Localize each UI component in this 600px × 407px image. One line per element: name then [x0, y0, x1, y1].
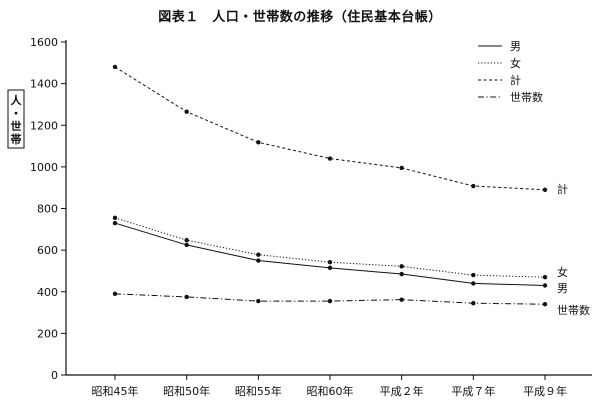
data-point — [256, 252, 261, 257]
data-point — [399, 165, 404, 171]
data-point — [184, 294, 189, 300]
y-tick-label: 1200 — [30, 119, 58, 132]
chart-title: 図表１ 人口・世帯数の推移（住民基本台帳） — [158, 10, 442, 25]
data-point — [256, 298, 261, 304]
data-point — [399, 297, 404, 302]
x-tick-label: 昭和55年 — [235, 384, 282, 398]
y-tick-label: 200 — [37, 327, 58, 340]
data-point — [112, 64, 118, 70]
data-point — [542, 187, 548, 192]
data-point — [399, 264, 404, 269]
x-ticks: 昭和45年 昭和50年 昭和55年 昭和60年 平成２年 平成７年 平成９年 — [92, 375, 567, 398]
data-point — [471, 272, 476, 278]
data-point — [542, 274, 548, 280]
legend-label: 計 — [510, 73, 521, 87]
data-point — [542, 302, 548, 307]
series-line-solid — [114, 222, 546, 287]
axes — [65, 40, 592, 376]
data-point — [184, 109, 189, 114]
data-point — [327, 298, 333, 304]
y-axis-label-char: 世 — [11, 119, 22, 133]
data-point — [542, 283, 548, 288]
y-tick-label: 800 — [37, 203, 58, 216]
x-tick-label: 平成２年 — [380, 384, 424, 398]
data-point — [471, 183, 476, 189]
x-tick-label: 平成７年 — [451, 384, 495, 398]
data-point — [184, 242, 189, 248]
x-tick-label: 平成９年 — [523, 384, 567, 398]
series-end-label: 男 — [557, 282, 568, 295]
data-point — [256, 140, 261, 145]
data-point — [184, 237, 189, 243]
data-point — [327, 156, 333, 161]
data-point — [471, 300, 476, 306]
data-point — [399, 271, 404, 277]
y-tick-label: 1400 — [30, 78, 58, 91]
data-point — [471, 281, 476, 286]
data-point — [327, 259, 333, 265]
legend-label: 男 — [510, 40, 521, 53]
legend-label: 世帯数 — [510, 91, 543, 104]
y-axis-label-char: 人 — [11, 93, 23, 107]
legend-label: 女 — [510, 56, 521, 70]
y-tick-label: 600 — [37, 244, 58, 257]
y-tick-label: 0 — [51, 369, 58, 382]
x-tick-label: 昭和45年 — [92, 384, 139, 398]
y-tick-label: 1600 — [30, 36, 58, 49]
series-lines — [112, 64, 548, 307]
y-tick-label: 400 — [37, 286, 58, 299]
data-point — [256, 258, 261, 263]
series-end-label: 女 — [557, 265, 568, 279]
y-tick-label: 1000 — [30, 161, 58, 174]
data-point — [327, 265, 333, 271]
y-axis-label-char: ・ — [11, 107, 22, 120]
y-ticks: 0 200 400 600 800 1000 1200 1400 1600 — [30, 36, 66, 382]
series-line-dashed — [114, 66, 546, 191]
series-end-label: 世帯数 — [557, 304, 590, 317]
y-axis-label-char: 帯 — [11, 132, 22, 146]
data-point — [112, 291, 118, 297]
x-tick-label: 昭和60年 — [307, 384, 354, 398]
series-end-label: 計 — [557, 182, 568, 196]
y-axis-label-box — [7, 89, 25, 149]
data-point — [112, 220, 118, 226]
x-tick-label: 昭和50年 — [163, 384, 210, 398]
y-axis-label: 人・世帯 — [7, 89, 25, 149]
data-point — [112, 215, 118, 221]
